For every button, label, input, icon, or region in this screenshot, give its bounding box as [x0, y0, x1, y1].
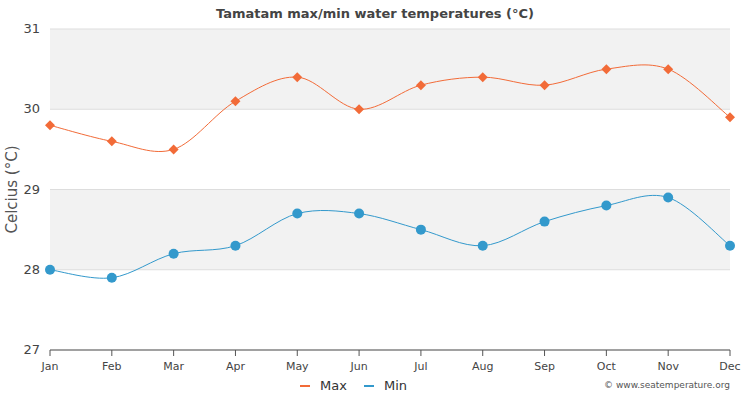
x-tick-label: Mar — [163, 360, 184, 373]
x-tick-label: Jan — [41, 360, 59, 373]
y-tick-label: 28 — [23, 262, 40, 277]
y-tick-label: 30 — [23, 101, 40, 116]
marker — [292, 72, 302, 82]
x-tick — [420, 350, 421, 356]
marker — [230, 96, 240, 106]
marker — [107, 273, 117, 283]
x-tick — [606, 350, 607, 356]
marker — [478, 72, 488, 82]
marker — [416, 80, 426, 90]
marker — [45, 265, 55, 275]
grid-line — [50, 109, 730, 110]
x-tick-label: May — [286, 360, 309, 373]
source: © www.seatemperature.org — [604, 380, 730, 390]
marker — [540, 217, 550, 227]
grid-line — [50, 29, 730, 30]
x-axis-line — [50, 350, 730, 351]
y-tick-label: 29 — [23, 182, 40, 197]
marker — [725, 241, 735, 251]
x-tick — [359, 350, 360, 356]
x-tick-label: Feb — [102, 360, 121, 373]
y-tick-label: 27 — [23, 342, 40, 357]
legend-label: Max — [320, 378, 347, 393]
marker — [540, 80, 550, 90]
marker — [230, 241, 240, 251]
x-tick — [297, 350, 298, 356]
series — [45, 64, 735, 154]
title: Tamatam max/min water temperatures (°C) — [216, 6, 534, 21]
x-tick-label: Aug — [472, 360, 493, 373]
x-tick — [482, 350, 483, 356]
marker — [601, 201, 611, 211]
x-tick-label: Dec — [719, 360, 740, 373]
marker — [354, 209, 364, 219]
x-tick — [730, 350, 731, 356]
legend: Max Min — [300, 378, 407, 393]
legend-swatch — [300, 385, 310, 387]
x-tick-label: Jun — [349, 360, 367, 373]
x-tick — [111, 350, 112, 356]
legend-swatch — [364, 385, 374, 387]
marker — [107, 136, 117, 146]
marker — [601, 64, 611, 74]
grid-line — [50, 189, 730, 190]
x-tick-label: Sep — [534, 360, 555, 373]
marker — [292, 209, 302, 219]
grid-line — [50, 269, 730, 270]
series-line — [50, 65, 730, 152]
x-tick — [50, 350, 51, 356]
series-line — [50, 195, 730, 278]
grid-band — [50, 29, 730, 109]
chart: 27 28 29 30 31 Jan Feb Mar Apr May Jun Jul Aug Sep Oct… — [0, 0, 750, 400]
marker — [169, 144, 179, 154]
series — [45, 193, 735, 283]
y-tick-label: 31 — [23, 21, 40, 36]
grid — [50, 29, 730, 350]
marker — [354, 104, 364, 114]
page: {"chart_data": {"type": "line", "title":… — [0, 0, 750, 400]
marker — [416, 225, 426, 235]
y-axis-title: Celcius (°C) — [3, 145, 21, 233]
marker — [169, 249, 179, 259]
x-tick-label: Nov — [657, 360, 679, 373]
x-tick — [544, 350, 545, 356]
x-tick — [173, 350, 174, 356]
grid-line — [50, 350, 730, 351]
x-tick — [235, 350, 236, 356]
marker — [478, 241, 488, 251]
marker — [663, 193, 673, 203]
marker — [45, 120, 55, 130]
plot-area — [45, 64, 735, 283]
marker — [663, 64, 673, 74]
x-tick-label: Apr — [226, 360, 246, 373]
x-tick-label: Oct — [597, 360, 617, 373]
grid-band — [50, 190, 730, 270]
legend-label: Min — [384, 378, 407, 393]
x-tick-label: Jul — [413, 360, 427, 373]
marker — [725, 112, 735, 122]
x-tick — [668, 350, 669, 356]
